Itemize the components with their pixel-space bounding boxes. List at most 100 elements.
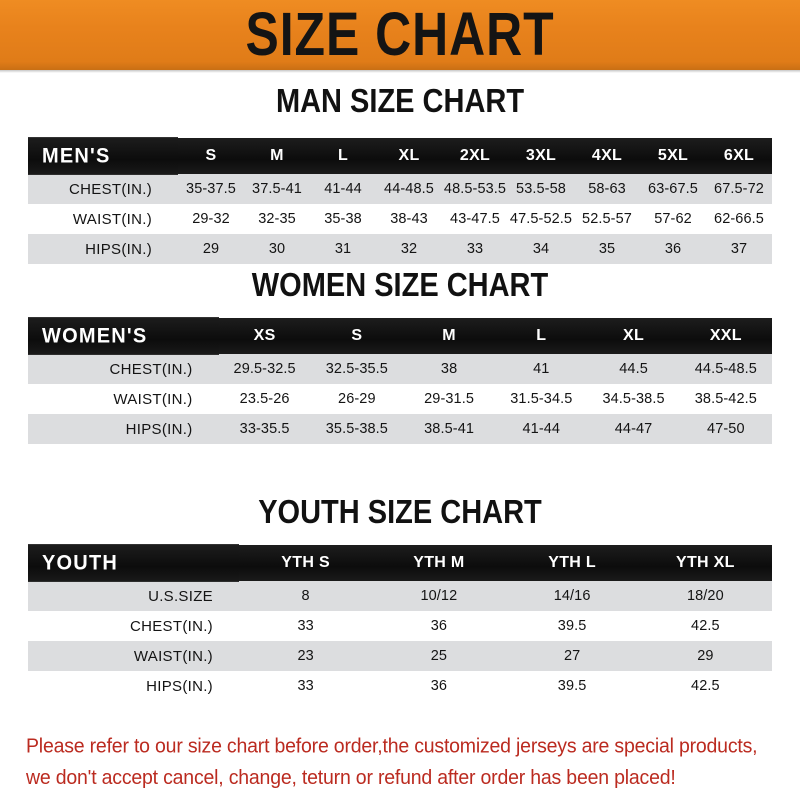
table-cell: 18/20: [686, 588, 724, 604]
table-cell: 33: [297, 618, 314, 634]
men-header-size-4xl: 4XL: [574, 138, 640, 174]
men-table-head: MEN'S S M L XL 2XL 3XL 4XL 5XL 6XL: [28, 137, 772, 175]
table-cell: 44.5-48.5: [694, 361, 757, 377]
table-row: U.S.SIZE 8 10/12 14/16 18/20: [28, 581, 772, 611]
youth-section-title: YOUTH SIZE CHART: [258, 494, 542, 532]
table-cell: 31: [334, 241, 352, 257]
table-cell: 33: [297, 678, 314, 694]
men-header-size-s: S: [178, 138, 244, 174]
table-row: HIPS(IN.) 33 36 39.5 42.5: [28, 671, 772, 701]
table-cell: 41-44: [324, 181, 362, 197]
men-header-size-2xl: 2XL: [442, 138, 508, 174]
table-cell: 57-62: [654, 211, 692, 227]
youth-header-size-m: YTH M: [372, 545, 506, 581]
table-cell: 32-35: [258, 211, 296, 227]
table-cell: 38.5-42.5: [694, 391, 757, 407]
youth-header-size-l: YTH L: [505, 545, 639, 581]
men-size-table: MEN'S S M L XL 2XL 3XL 4XL 5XL 6XL CHEST…: [28, 137, 772, 264]
table-cell: 30: [268, 241, 286, 257]
youth-table-head: YOUTH YTH S YTH M YTH L YTH XL: [28, 544, 772, 582]
table-cell: 35: [598, 241, 616, 257]
table-cell: 42.5: [691, 618, 720, 634]
table-cell: 39.5: [557, 678, 587, 694]
women-row-label-waist: WAIST(IN.): [113, 390, 193, 408]
banner-shadow-divider: [0, 70, 800, 73]
table-cell: 62-66.5: [714, 211, 764, 227]
men-row-label-hips: HIPS(IN.): [85, 240, 152, 258]
women-header-size-s: S: [310, 318, 403, 354]
table-cell: 29: [202, 241, 220, 257]
table-cell: 29: [697, 648, 714, 664]
women-table-body: CHEST(IN.) 29.5-32.5 32.5-35.5 38 41 44.…: [28, 354, 772, 444]
youth-header-label: YOUTH: [28, 544, 239, 582]
table-cell: 47.5-52.5: [509, 211, 573, 227]
table-cell: 10/12: [420, 588, 458, 604]
table-cell: 35-38: [324, 211, 362, 227]
table-row: HIPS(IN.) 33-35.5 35.5-38.5 38.5-41 41-4…: [28, 414, 772, 444]
table-cell: 38: [440, 361, 458, 377]
table-row: CHEST(IN.) 33 36 39.5 42.5: [28, 611, 772, 641]
women-header-label: WOMEN'S: [28, 317, 219, 355]
table-cell: 32.5-35.5: [325, 361, 388, 377]
table-cell: 34.5-38.5: [602, 391, 665, 407]
women-size-table: WOMEN'S XS S M L XL XXL CHEST(IN.) 29.5-…: [28, 317, 772, 444]
women-header-size-m: M: [402, 318, 496, 354]
order-policy-note: Please refer to our size chart before or…: [26, 730, 778, 794]
table-cell: 23.5-26: [239, 391, 290, 407]
women-header-size-l: L: [495, 318, 588, 354]
women-row-label-hips: HIPS(IN.): [125, 420, 193, 438]
table-cell: 44.5: [619, 361, 648, 377]
page-banner: SIZE CHART: [0, 0, 800, 70]
youth-header-size-s: YTH S: [238, 545, 373, 581]
table-cell: 29-31.5: [424, 391, 475, 407]
youth-header-size-xl: YTH XL: [638, 545, 772, 581]
table-row: WAIST(IN.) 23.5-26 26-29 29-31.5 31.5-34…: [28, 384, 772, 414]
table-cell: 67.5-72: [714, 181, 764, 197]
table-cell: 8: [301, 588, 310, 604]
table-cell: 36: [430, 618, 448, 634]
table-row: WAIST(IN.) 29-32 32-35 35-38 38-43 43-47…: [28, 204, 772, 234]
table-cell: 34: [532, 241, 550, 257]
women-header-size-xxl: XXL: [679, 318, 772, 354]
table-cell: 39.5: [557, 618, 587, 634]
table-row: CHEST(IN.) 29.5-32.5 32.5-35.5 38 41 44.…: [28, 354, 772, 384]
women-table-head: WOMEN'S XS S M L XL XXL: [28, 317, 772, 355]
table-cell: 42.5: [691, 678, 720, 694]
women-row-label-chest: CHEST(IN.): [109, 360, 193, 378]
youth-table-body: U.S.SIZE 8 10/12 14/16 18/20 CHEST(IN.) …: [28, 581, 772, 701]
women-section-title: WOMEN SIZE CHART: [251, 267, 549, 305]
men-header-size-xl: XL: [376, 138, 442, 174]
table-row: HIPS(IN.) 29 30 31 32 33 34 35 36 37: [28, 234, 772, 264]
women-header-size-xl: XL: [587, 318, 680, 354]
table-cell: 38.5-41: [424, 421, 475, 437]
order-policy-line-1: Please refer to our size chart before or…: [26, 734, 758, 758]
youth-row-label-chest: CHEST(IN.): [129, 617, 213, 635]
table-cell: 44-48.5: [384, 181, 434, 197]
table-cell: 58-63: [588, 181, 626, 197]
table-cell: 38-43: [390, 211, 428, 227]
men-header-size-l: L: [310, 138, 376, 174]
men-header-size-5xl: 5XL: [640, 138, 706, 174]
table-cell: 29-32: [192, 211, 230, 227]
men-row-label-waist: WAIST(IN.): [72, 210, 152, 228]
table-cell: 47-50: [707, 421, 745, 437]
table-cell: 41-44: [522, 421, 561, 437]
table-cell: 31.5-34.5: [510, 391, 573, 407]
table-cell: 37.5-41: [252, 181, 302, 197]
table-cell: 14/16: [553, 588, 591, 604]
women-table-header-row: WOMEN'S XS S M L XL XXL: [28, 317, 772, 355]
table-row: WAIST(IN.) 23 25 27 29: [28, 641, 772, 671]
man-section-title: MAN SIZE CHART: [275, 83, 525, 121]
table-cell: 32: [400, 241, 418, 257]
men-row-label-chest: CHEST(IN.): [69, 180, 152, 198]
table-cell: 25: [430, 648, 448, 664]
youth-size-table: YOUTH YTH S YTH M YTH L YTH XL U.S.SIZE …: [28, 544, 772, 701]
table-cell: 37: [730, 241, 748, 257]
men-header-size-6xl: 6XL: [706, 138, 772, 174]
table-cell: 36: [664, 241, 682, 257]
table-cell: 35-37.5: [186, 181, 236, 197]
men-table-body: CHEST(IN.) 35-37.5 37.5-41 41-44 44-48.5…: [28, 174, 772, 264]
table-cell: 33-35.5: [239, 421, 290, 437]
table-cell: 41: [533, 361, 550, 377]
